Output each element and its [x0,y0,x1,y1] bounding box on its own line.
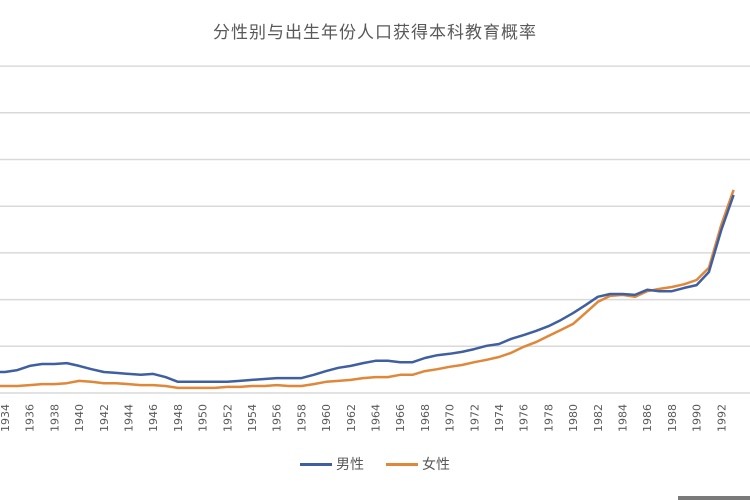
svg-text:1978: 1978 [542,404,555,432]
svg-text:1946: 1946 [147,404,160,432]
svg-text:1992: 1992 [715,404,728,432]
corner-bar [678,496,750,500]
svg-text:1964: 1964 [370,404,383,432]
svg-text:1966: 1966 [394,404,407,432]
svg-text:1990: 1990 [691,404,704,432]
svg-text:1974: 1974 [493,404,506,432]
svg-text:1982: 1982 [592,404,605,432]
svg-text:1948: 1948 [172,404,185,432]
svg-text:1984: 1984 [617,404,630,432]
svg-text:1950: 1950 [197,404,210,432]
svg-text:1972: 1972 [468,404,481,432]
svg-text:1980: 1980 [567,404,580,432]
svg-text:1952: 1952 [221,404,234,432]
svg-text:1942: 1942 [98,404,111,432]
legend-swatch-female [386,462,418,466]
legend-label-female: 女性 [422,457,450,473]
svg-text:1944: 1944 [123,404,136,432]
svg-text:1988: 1988 [666,404,679,432]
svg-text:1934: 1934 [0,404,12,432]
svg-text:1958: 1958 [295,404,308,432]
svg-text:1956: 1956 [271,404,284,432]
gridlines [0,65,750,394]
series-line-female [0,189,735,390]
legend-item-female[interactable]: 女性 [386,454,450,474]
svg-text:1936: 1936 [24,404,37,432]
svg-text:1976: 1976 [518,404,531,432]
svg-text:1940: 1940 [73,404,86,432]
svg-text:1970: 1970 [444,404,457,432]
legend-label-male: 男性 [336,457,364,473]
series-line-male [0,194,735,384]
svg-text:1954: 1954 [246,404,259,432]
legend-swatch-male [300,462,332,466]
svg-text:1986: 1986 [641,404,654,432]
chart-title: 分性别与出生年份人口获得本科教育概率 [213,23,537,43]
x-axis-tick-labels: 1934 1936 1938 1940 1942 1944 1946 1948 1950 1952… [0,404,728,432]
svg-text:1968: 1968 [419,404,432,432]
legend: 男性 女性 [0,454,750,474]
legend-item-male[interactable]: 男性 [300,454,364,474]
svg-text:1962: 1962 [345,404,358,432]
svg-text:1960: 1960 [320,404,333,432]
svg-text:1938: 1938 [48,404,61,432]
